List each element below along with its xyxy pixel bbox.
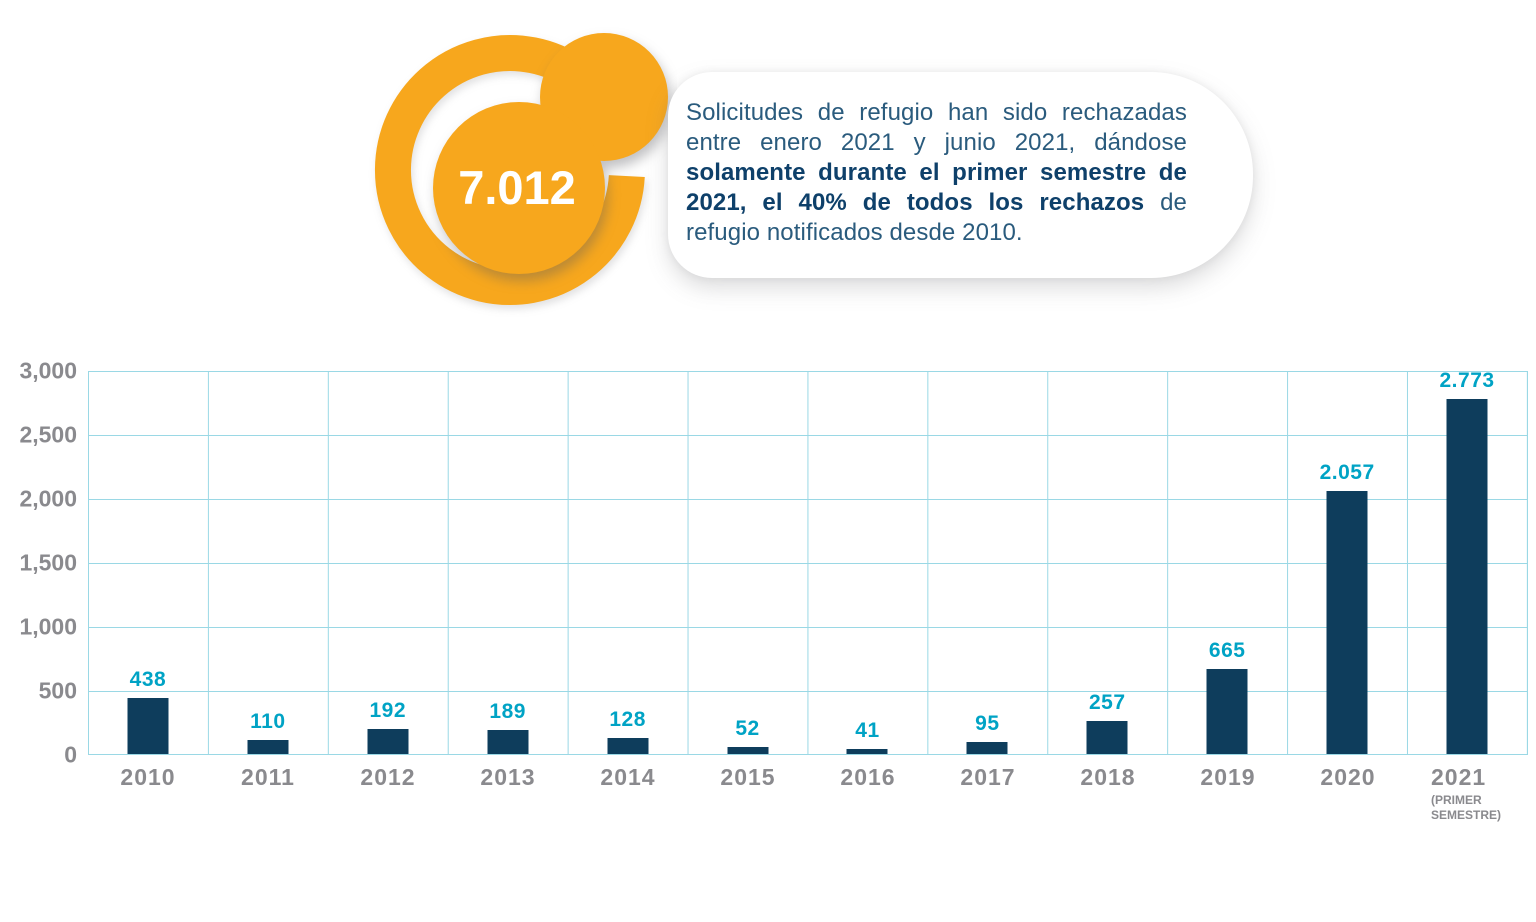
bar-value-label: 438 — [129, 667, 167, 691]
chart-column: 2.057 — [1287, 371, 1407, 754]
plot-area: 0 500 1,000 1,500 2,000 2,500 3,000 438 110 192 1… — [19, 358, 1528, 768]
chart-column: 95 — [927, 371, 1047, 754]
chart-column: 52 — [688, 371, 808, 754]
bar-value-label: 128 — [609, 707, 646, 731]
x-axis-cell-inner: 2017 — [960, 764, 1015, 791]
x-tick-note: (PRIMER SEMESTRE) — [1431, 793, 1502, 822]
x-axis-cell-inner: 2015 — [720, 764, 775, 791]
open-ring-icon — [375, 35, 645, 306]
x-axis-labels: 2010 2011 2012 2013 2014 2015 2016 2017 2018 2019… — [88, 764, 1528, 824]
y-tick-label: 500 — [38, 677, 77, 704]
x-axis-cell: 2015 — [688, 764, 808, 824]
y-tick-label: 1,500 — [19, 549, 77, 576]
x-axis-cell: 2018 — [1048, 764, 1168, 824]
x-tick-label: 2014 — [600, 764, 656, 790]
x-axis-cell-inner: 2019 — [1200, 764, 1255, 791]
chart-column: 257 — [1047, 371, 1167, 754]
callout-text-regular: Solicitudes de refugio han sido rechazad… — [686, 99, 1187, 156]
stat-blob-icon — [433, 33, 668, 274]
x-axis-cell: 2010 — [88, 764, 208, 824]
chart-column: 2.773 — [1407, 369, 1527, 754]
bar-2015 — [727, 747, 769, 754]
bar-2014 — [607, 737, 649, 754]
bar-value-label: 2.057 — [1319, 460, 1375, 484]
x-axis-cell: 2013 — [448, 764, 568, 824]
y-tick-label: 1,000 — [19, 613, 77, 640]
x-axis-cell-inner: 2013 — [480, 764, 535, 791]
x-axis-cell-inner: 2021 (PRIMER SEMESTRE) — [1431, 764, 1505, 823]
x-axis-cell: 2020 — [1288, 764, 1408, 824]
x-axis-cell-inner: 2012 — [360, 764, 415, 791]
chart-column: 41 — [808, 371, 928, 754]
bar-value-label: 41 — [855, 718, 880, 742]
x-axis-cell: 2019 — [1168, 764, 1288, 824]
x-axis-cell: 2011 — [208, 764, 328, 824]
y-tick-label: 2,000 — [19, 485, 77, 512]
x-axis-cell: 2017 — [928, 764, 1048, 824]
bar-2016 — [846, 748, 888, 754]
bar-2020 — [1326, 490, 1368, 754]
chart-column: 128 — [568, 371, 688, 754]
chart-column: 438 — [88, 371, 208, 754]
chart-column: 110 — [208, 371, 328, 754]
bar-2019 — [1206, 668, 1248, 754]
x-tick-label: 2018 — [1080, 764, 1136, 790]
x-tick-label: 2012 — [360, 764, 416, 790]
bar-2012 — [367, 729, 409, 754]
bar-2021 — [1446, 399, 1488, 754]
callout-text-bold: solamente durante el primer semestre de … — [686, 159, 1187, 216]
bar-value-label: 2.773 — [1439, 369, 1495, 393]
x-tick-label: 2013 — [480, 764, 536, 790]
bar-2017 — [966, 741, 1008, 754]
callout-text-regular: de refugio notificados desde 2010. — [686, 189, 1187, 246]
x-axis-cell: 2016 — [808, 764, 928, 824]
stat-graphic: 7.012 — [375, 33, 668, 306]
callout-card: Solicitudes de refugio han sido rechazad… — [668, 72, 1253, 278]
x-tick-label: 2016 — [840, 764, 896, 790]
bar-2013 — [487, 729, 529, 754]
bar-value-label: 189 — [489, 699, 526, 723]
y-axis-labels: 0 500 1,000 1,500 2,000 2,500 3,000 — [0, 358, 77, 768]
x-tick-label: 2015 — [720, 764, 776, 790]
bar-value-label: 95 — [975, 711, 1000, 735]
x-axis-cell: 2021 (PRIMER SEMESTRE) — [1408, 764, 1528, 824]
stat-value: 7.012 — [458, 161, 576, 214]
bar-2010 — [127, 697, 169, 754]
bar-value-label: 192 — [369, 699, 407, 723]
y-tick-label: 2,500 — [19, 421, 77, 448]
y-tick-label: 0 — [64, 741, 77, 768]
x-axis-cell: 2012 — [328, 764, 448, 824]
chart-column: 665 — [1167, 371, 1287, 754]
x-tick-label: 2021 — [1431, 764, 1487, 790]
x-axis-cell-inner: 2011 — [241, 764, 295, 791]
bar-chart: 0 500 1,000 1,500 2,000 2,500 3,000 438 110 192 1… — [19, 358, 1528, 824]
y-tick-label: 3,000 — [19, 357, 77, 384]
callout-text: Solicitudes de refugio han sido rechazad… — [686, 98, 1187, 248]
bar-value-label: 110 — [250, 709, 286, 733]
x-tick-label: 2020 — [1320, 764, 1376, 790]
x-axis-cell: 2014 — [568, 764, 688, 824]
bar-2018 — [1086, 721, 1128, 754]
chart-column: 192 — [328, 371, 448, 754]
bar-2011 — [247, 739, 289, 754]
bar-value-label: 52 — [735, 717, 760, 741]
x-tick-label: 2010 — [120, 764, 176, 790]
x-axis-cell-inner: 2018 — [1080, 764, 1135, 791]
x-axis-cell-inner: 2016 — [840, 764, 895, 791]
bar-value-label: 257 — [1089, 691, 1126, 715]
x-tick-label: 2011 — [241, 764, 295, 790]
chart-column: 189 — [448, 371, 568, 754]
x-tick-label: 2017 — [960, 764, 1016, 790]
x-axis-cell-inner: 2020 — [1320, 764, 1375, 791]
x-axis-cell-inner: 2014 — [600, 764, 655, 791]
bar-value-label: 665 — [1208, 638, 1246, 662]
x-tick-label: 2019 — [1200, 764, 1256, 790]
x-axis-cell-inner: 2010 — [120, 764, 175, 791]
